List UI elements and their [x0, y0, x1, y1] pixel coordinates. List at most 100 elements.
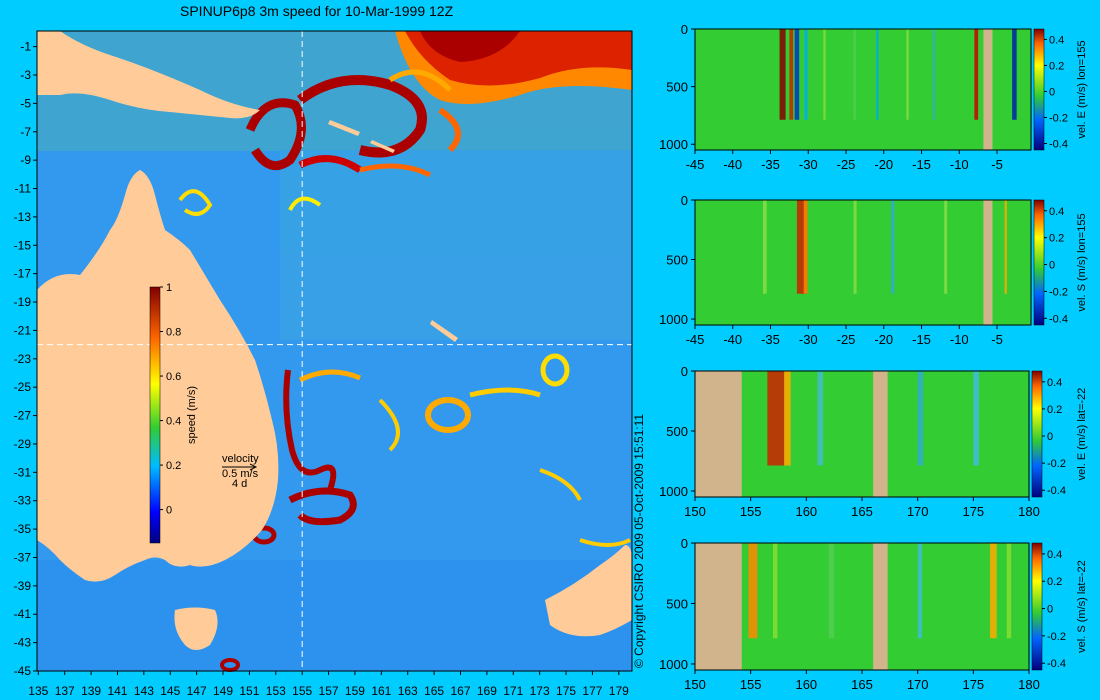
map-y-tick-label: -19	[14, 295, 32, 309]
section-colorbar-tick-label: -0.4	[1047, 485, 1066, 497]
section-land-mask	[695, 371, 742, 497]
section-velocity-streak	[828, 543, 835, 639]
section-x-tick-label: 180	[1018, 504, 1040, 519]
section-x-tick-label: 150	[684, 504, 706, 519]
new-guinea-land	[37, 31, 260, 119]
section-panel-2: -45 -40 -35 -30 -25 -20 -15 -10 -5 0 500 1000 0.4 0.2…	[659, 193, 1088, 347]
map-y-tick-label: -15	[14, 238, 32, 252]
map-x-tick-label: 173	[530, 684, 550, 698]
section-x-tick-label: 180	[1018, 677, 1040, 692]
section-x-tick-label: 155	[740, 677, 762, 692]
map-y-tick-label: -17	[14, 267, 32, 281]
section-y-tick-label: 500	[666, 424, 688, 439]
map-y-tick-label: -33	[14, 494, 32, 508]
map-x-tick-label: 163	[398, 684, 418, 698]
map-y-tick-label: -31	[14, 465, 32, 479]
section-y-tick-label: 0	[681, 22, 688, 37]
speed-colorbar-tick-label: 1	[166, 282, 172, 294]
map-x-tick-label: 157	[319, 684, 339, 698]
map-x-tick-label: 159	[345, 684, 365, 698]
section-x-tick-label: -10	[950, 332, 969, 347]
section-y-tick-label: 500	[666, 80, 688, 95]
section-x-tick-label: 170	[907, 677, 929, 692]
map-y-tick-label: -9	[20, 153, 31, 167]
speed-jets	[178, 31, 632, 216]
section-y-tick-label: 1000	[659, 312, 688, 327]
section-colorbar-tick-label: -0.2	[1049, 112, 1068, 124]
section-x-tick-label: 175	[962, 677, 984, 692]
section-velocity-streak	[804, 29, 808, 120]
section-velocity-streak	[990, 543, 997, 639]
section-x-tick-label: -10	[950, 157, 969, 172]
map-x-tick-label: 161	[371, 684, 391, 698]
section-y-tick-label: 1000	[659, 137, 688, 152]
section-frame	[694, 28, 1032, 151]
section-y-tick-label: 0	[681, 193, 688, 208]
section-x-tick-label: -30	[799, 332, 818, 347]
velocity-legend-label: velocity	[222, 453, 259, 465]
section-background	[695, 371, 1029, 497]
velocity-legend-speed: 0.5 m/s	[222, 468, 259, 480]
section-velocity-streak	[779, 29, 786, 120]
speed-colorbar-tick-label: 0.4	[166, 416, 181, 428]
section-x-tick-label: 155	[740, 504, 762, 519]
section-velocity-streak	[796, 200, 808, 294]
section-colorbar-tick-label: 0	[1049, 86, 1055, 98]
map-y-tick-label: -41	[14, 607, 32, 621]
map-x-axis: 135 137 139 141 143 145 147 149 151 153 155 157 159 1…	[28, 671, 629, 698]
section-colorbar-tick-label: -0.4	[1047, 658, 1066, 670]
section-y-tick-label: 500	[666, 596, 688, 611]
section-land-mask	[873, 371, 888, 497]
section-x-tick-label: -20	[874, 332, 893, 347]
solomon-islands-land	[328, 120, 395, 153]
section-x-tick-label: -25	[837, 157, 856, 172]
section-velocity-streak	[973, 371, 979, 466]
speed-colorbar-ticks: 0 0.2 0.4 0.6 0.8 1	[160, 282, 181, 517]
section-colorbar-tick-label: 0.2	[1047, 404, 1062, 416]
section-x-tick-label: -35	[761, 157, 780, 172]
section-panels: -45 -40 -35 -30 -25 -20 -15 -10 -5 0 500 1000 0.4 0.2…	[659, 22, 1088, 692]
map-y-tick-label: -39	[14, 579, 32, 593]
section-x-tick-label: 165	[851, 504, 873, 519]
section-y-tick-label: 0	[681, 364, 688, 379]
section-background	[695, 543, 1029, 670]
map-x-tick-label: 175	[556, 684, 576, 698]
section-x-tick-label: 170	[907, 504, 929, 519]
section-colorbar-tick-label: -0.2	[1049, 286, 1068, 298]
section-x-tick-label: -40	[723, 332, 742, 347]
section-velocity-streak	[762, 200, 767, 294]
map-x-tick-label: 147	[187, 684, 207, 698]
section-velocity-streak	[891, 200, 895, 294]
section-colorbar-label: vel. E (m/s) lat=-22	[1076, 388, 1088, 481]
figure-title: SPINUP6p8 3m speed for 10-Mar-1999 12Z	[180, 3, 454, 19]
section-x-tick-label: -25	[837, 332, 856, 347]
section-colorbar-label: vel. S (m/s) lat=-22	[1076, 560, 1088, 653]
section-x-tick-label: -40	[723, 157, 742, 172]
map-y-tick-label: -37	[14, 550, 32, 564]
map-x-tick-label: 179	[609, 684, 629, 698]
map-x-tick-label: 139	[81, 684, 101, 698]
section-colorbar-tick-label: -0.4	[1049, 313, 1068, 325]
section-velocity-streak	[853, 29, 856, 120]
copyright-text: © Copyright CSIRO 2009 05-Oct-2009 15:51…	[632, 413, 646, 668]
section-velocity-streak	[932, 29, 936, 120]
velocity-legend: velocity 0.5 m/s 4 d	[222, 453, 259, 490]
map-x-tick-label: 155	[292, 684, 312, 698]
section-velocity-streak	[767, 371, 786, 466]
section-x-tick-label: 150	[684, 677, 706, 692]
section-x-tick-label: -15	[912, 157, 931, 172]
section-frame	[694, 199, 1032, 326]
section-colorbar-label: vel. E (m/s) lon=155	[1076, 40, 1088, 138]
section-background	[695, 29, 1031, 150]
section-colorbar-tick-label: 0.2	[1047, 576, 1062, 588]
section-velocity-streak	[1012, 29, 1017, 120]
map-y-tick-label: -29	[14, 437, 32, 451]
speed-colorbar-gradient	[149, 286, 161, 544]
section-colorbar-label: vel. S (m/s) lon=155	[1076, 213, 1088, 311]
section-velocity-streak	[917, 543, 923, 639]
speed-colorbar-tick-label: 0	[166, 505, 172, 517]
section-colorbar-tick-label: 0.4	[1049, 34, 1064, 46]
speed-colorbar-label: speed (m/s)	[186, 386, 198, 444]
map-y-tick-label: -13	[14, 210, 32, 224]
